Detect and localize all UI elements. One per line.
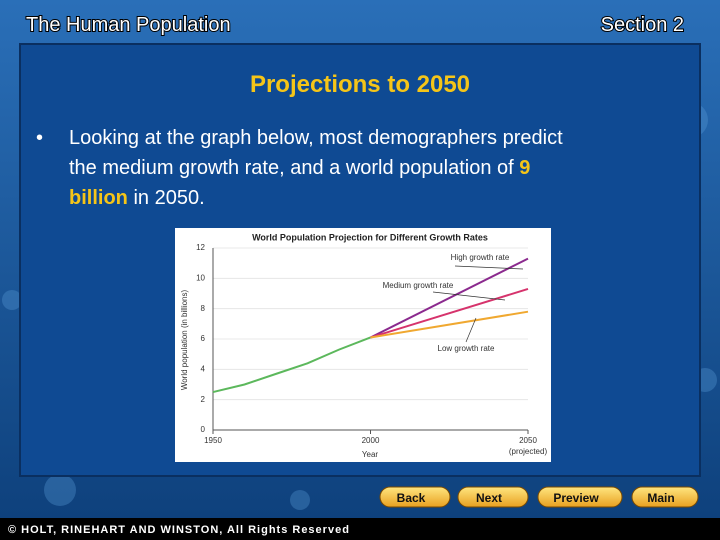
nav-button-shape[interactable] <box>457 486 529 508</box>
series-label: Medium growth rate <box>383 281 454 290</box>
footer-bar <box>0 518 720 540</box>
chart: World Population Projection for Differen… <box>180 232 547 459</box>
footer: © HOLT, RINEHART AND WINSTON, All Rights… <box>8 524 350 536</box>
nav-button-label[interactable]: Next <box>476 491 502 505</box>
x-note: (projected) <box>509 447 548 456</box>
series-line <box>370 287 529 339</box>
chart-frame <box>175 228 551 462</box>
header-left: The Human Population <box>26 14 231 36</box>
nav-button-label[interactable]: Back <box>397 491 426 505</box>
bullet-line: billion in 2050. <box>69 187 205 209</box>
slide-title: Projections to 2050 <box>250 71 470 98</box>
y-tick-label: 10 <box>196 273 205 282</box>
y-tick-label: 0 <box>201 425 206 434</box>
nav-button[interactable]: Preview <box>537 486 623 508</box>
bullet-text: the medium growth rate, and a world popu… <box>69 157 519 179</box>
x-tick-label: 1950 <box>204 436 222 445</box>
bullet-highlight: 9 <box>519 157 530 179</box>
bullet-marker: • <box>36 127 43 149</box>
label-leader <box>432 291 506 301</box>
y-tick-label: 12 <box>196 243 205 252</box>
bullet-line: the medium growth rate, and a world popu… <box>69 157 530 179</box>
nav-button-label[interactable]: Preview <box>553 491 599 505</box>
header-right: Section 2 <box>601 14 684 36</box>
y-tick-label: 2 <box>201 395 206 404</box>
y-tick-label: 4 <box>201 364 206 373</box>
chart-title: World Population Projection for Differen… <box>252 232 488 242</box>
nav-button[interactable]: Next <box>457 486 529 508</box>
y-tick-label: 8 <box>201 304 206 313</box>
x-tick-label: 2050 <box>519 436 537 445</box>
series-line <box>370 310 529 339</box>
series-line <box>370 257 529 339</box>
nav-button-shape[interactable] <box>379 486 451 508</box>
label-leader <box>465 317 477 343</box>
y-tick-label: 6 <box>201 334 206 343</box>
navigation: Back Next Preview Main <box>379 486 699 508</box>
series-label: High growth rate <box>451 253 510 262</box>
series-label: Low growth rate <box>438 344 495 353</box>
x-axis-label: Year <box>362 450 379 459</box>
nav-button[interactable]: Back <box>379 486 451 508</box>
series-line <box>212 336 371 394</box>
nav-button-shape[interactable] <box>631 486 699 508</box>
bullet-highlight: billion <box>69 187 128 209</box>
bullet-line: Looking at the graph below, most demogra… <box>69 127 563 149</box>
bullet: • Looking at the graph below, most demog… <box>36 127 563 209</box>
bullet-text: Looking at the graph below, most demogra… <box>69 127 563 149</box>
nav-button-shape[interactable] <box>537 486 623 508</box>
y-axis-label: World population (in billions) <box>180 289 189 390</box>
nav-button[interactable]: Main <box>631 486 699 508</box>
nav-button-label[interactable]: Main <box>647 491 674 505</box>
x-tick-label: 2000 <box>362 436 380 445</box>
label-leader <box>454 265 524 270</box>
bullet-text: in 2050. <box>128 187 205 209</box>
